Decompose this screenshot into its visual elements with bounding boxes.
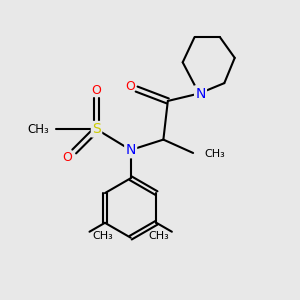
Text: O: O bbox=[62, 151, 72, 164]
Text: CH₃: CH₃ bbox=[27, 123, 49, 136]
Text: CH₃: CH₃ bbox=[148, 231, 169, 241]
Text: O: O bbox=[125, 80, 135, 93]
Text: CH₃: CH₃ bbox=[204, 149, 225, 160]
Text: CH₃: CH₃ bbox=[92, 231, 113, 241]
Text: N: N bbox=[195, 86, 206, 100]
Text: S: S bbox=[92, 122, 101, 136]
Text: O: O bbox=[92, 84, 101, 97]
Text: N: N bbox=[125, 143, 136, 157]
